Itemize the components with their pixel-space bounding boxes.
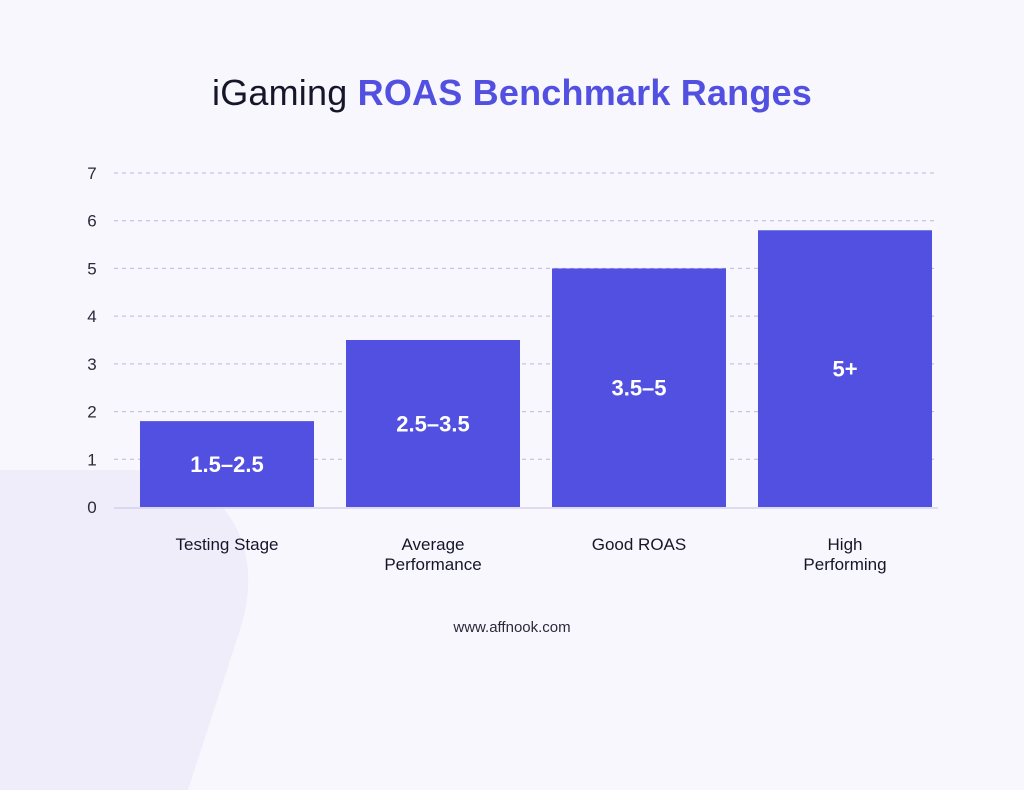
title-plain: iGaming: [212, 72, 358, 113]
bar-chart: 0 1 2 3 4 5 6 7 1.5–2.5 Testing Stage 2.5–3.5 Avera…: [87, 164, 938, 574]
bar: [140, 421, 314, 507]
x-category-label: High: [828, 535, 863, 554]
bar-data-label: 1.5–2.5: [190, 452, 263, 477]
y-tick-label: 7: [87, 164, 96, 183]
y-tick-label: 5: [87, 259, 96, 278]
bar: [346, 340, 520, 507]
bar: [758, 230, 932, 507]
x-category-label: Testing Stage: [175, 535, 278, 554]
y-tick-label: 1: [87, 450, 96, 469]
x-category-label: Average: [401, 535, 464, 554]
bar-data-label: 5+: [832, 357, 857, 382]
title-accent: ROAS Benchmark Ranges: [357, 72, 812, 113]
y-tick-label: 3: [87, 355, 96, 374]
y-tick-label: 2: [87, 403, 96, 422]
x-category-label: Good ROAS: [592, 535, 687, 554]
y-tick-label: 0: [87, 498, 96, 517]
chart-title: iGaming ROAS Benchmark Ranges: [0, 72, 1024, 114]
bar-data-label: 2.5–3.5: [396, 412, 469, 437]
x-category-label: Performance: [384, 555, 481, 574]
bar: [552, 268, 726, 507]
y-tick-label: 6: [87, 212, 96, 231]
bar-data-label: 3.5–5: [611, 376, 666, 401]
footer-url: www.affnook.com: [453, 619, 571, 636]
y-tick-label: 4: [87, 307, 96, 326]
x-category-label: Performing: [803, 555, 886, 574]
